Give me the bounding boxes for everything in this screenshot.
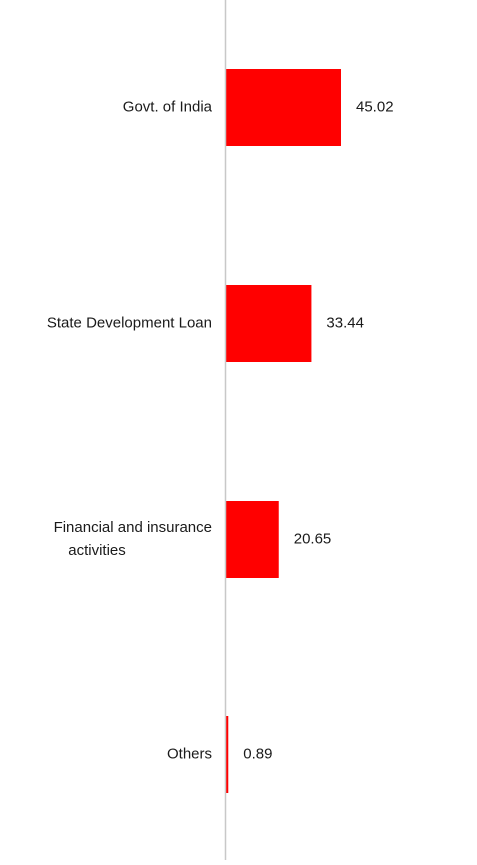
- category-labels-layer: Govt. of India State Development Loan Fina…: [47, 98, 213, 762]
- bar: [226, 285, 312, 362]
- category-label: Govt. of India: [123, 98, 213, 115]
- category-label: State Development Loan: [47, 314, 212, 331]
- bar: [226, 716, 229, 793]
- bar-value-label: 0.89: [243, 745, 272, 762]
- bar-value-label: 45.02: [356, 98, 394, 115]
- category-label: Others: [167, 745, 212, 762]
- value-labels-layer: 45.02 33.44 20.65 0.89: [243, 98, 393, 762]
- bars-layer: [226, 69, 341, 793]
- bar-value-label: 33.44: [326, 314, 364, 331]
- category-label: activities: [68, 542, 126, 559]
- category-label: Financial and insurance: [54, 519, 212, 536]
- bar-value-label: 20.65: [294, 530, 332, 547]
- bar: [226, 69, 341, 146]
- bar: [226, 501, 279, 578]
